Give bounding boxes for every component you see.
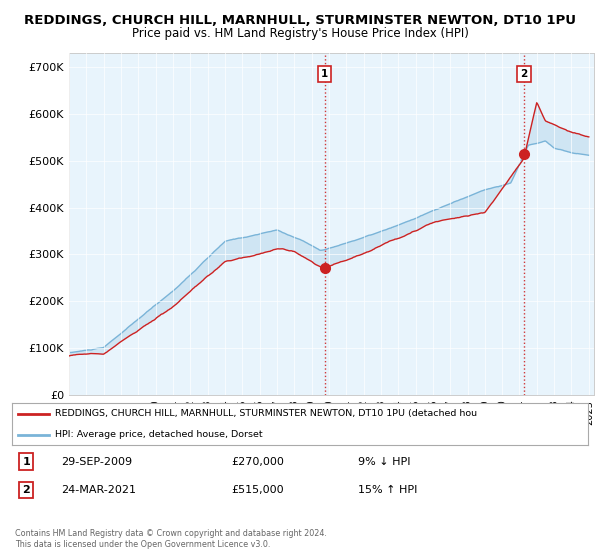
- Text: REDDINGS, CHURCH HILL, MARNHULL, STURMINSTER NEWTON, DT10 1PU (detached hou: REDDINGS, CHURCH HILL, MARNHULL, STURMIN…: [55, 409, 478, 418]
- Text: 1: 1: [23, 456, 30, 466]
- Text: Price paid vs. HM Land Registry's House Price Index (HPI): Price paid vs. HM Land Registry's House …: [131, 27, 469, 40]
- Text: This data is licensed under the Open Government Licence v3.0.: This data is licensed under the Open Gov…: [15, 540, 271, 549]
- Text: 24-MAR-2021: 24-MAR-2021: [61, 486, 136, 496]
- Text: REDDINGS, CHURCH HILL, MARNHULL, STURMINSTER NEWTON, DT10 1PU: REDDINGS, CHURCH HILL, MARNHULL, STURMIN…: [24, 14, 576, 27]
- Text: 1: 1: [321, 69, 328, 80]
- Text: £270,000: £270,000: [231, 456, 284, 466]
- Text: 29-SEP-2009: 29-SEP-2009: [61, 456, 132, 466]
- Text: 9% ↓ HPI: 9% ↓ HPI: [358, 456, 410, 466]
- Text: £515,000: £515,000: [231, 486, 284, 496]
- Text: 15% ↑ HPI: 15% ↑ HPI: [358, 486, 417, 496]
- Text: 2: 2: [23, 486, 30, 496]
- Text: HPI: Average price, detached house, Dorset: HPI: Average price, detached house, Dors…: [55, 430, 263, 439]
- Text: Contains HM Land Registry data © Crown copyright and database right 2024.: Contains HM Land Registry data © Crown c…: [15, 529, 327, 538]
- Text: 2: 2: [520, 69, 527, 80]
